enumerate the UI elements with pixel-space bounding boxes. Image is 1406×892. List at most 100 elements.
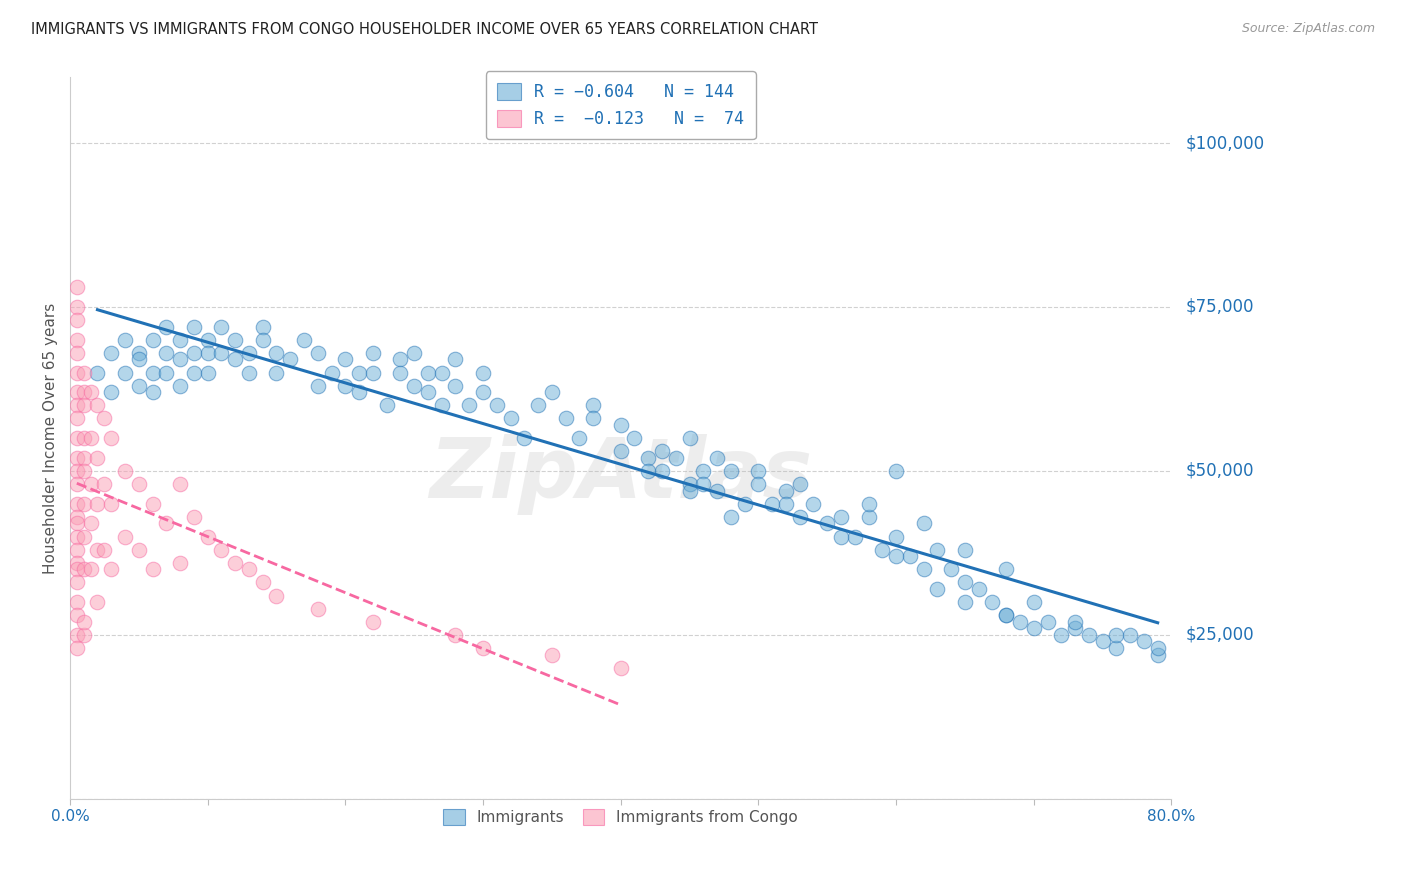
Point xyxy=(609,417,631,432)
Point xyxy=(73,464,96,478)
Point xyxy=(128,346,150,360)
Point xyxy=(141,385,163,400)
Point xyxy=(93,477,115,491)
Point xyxy=(472,366,495,380)
Point xyxy=(66,542,89,557)
Point xyxy=(252,575,274,590)
Point xyxy=(238,562,260,576)
Point xyxy=(995,608,1018,623)
Point xyxy=(430,366,453,380)
Point xyxy=(209,346,232,360)
Point xyxy=(100,562,122,576)
Point xyxy=(209,319,232,334)
Point xyxy=(114,333,136,347)
Point xyxy=(66,398,89,412)
Point xyxy=(404,346,426,360)
Point xyxy=(720,509,742,524)
Point xyxy=(404,378,426,392)
Point xyxy=(678,483,700,498)
Point xyxy=(321,366,343,380)
Point xyxy=(292,333,315,347)
Point xyxy=(66,562,89,576)
Point xyxy=(898,549,921,564)
Point xyxy=(73,385,96,400)
Point xyxy=(472,385,495,400)
Point xyxy=(66,556,89,570)
Point xyxy=(197,346,219,360)
Point xyxy=(66,366,89,380)
Point xyxy=(830,509,852,524)
Point xyxy=(66,628,89,642)
Point xyxy=(141,497,163,511)
Point xyxy=(86,497,108,511)
Point xyxy=(266,366,288,380)
Point xyxy=(678,431,700,445)
Point xyxy=(953,575,976,590)
Point xyxy=(1119,628,1142,642)
Point xyxy=(1064,615,1087,629)
Point xyxy=(912,562,935,576)
Point xyxy=(66,411,89,425)
Point xyxy=(582,398,605,412)
Point xyxy=(884,529,907,543)
Point xyxy=(266,346,288,360)
Point xyxy=(747,464,769,478)
Point xyxy=(609,661,631,675)
Legend: Immigrants, Immigrants from Congo: Immigrants, Immigrants from Congo xyxy=(434,800,807,835)
Point xyxy=(66,640,89,655)
Point xyxy=(623,431,645,445)
Point xyxy=(86,542,108,557)
Point xyxy=(128,542,150,557)
Point xyxy=(775,497,797,511)
Point xyxy=(1077,628,1099,642)
Point xyxy=(66,431,89,445)
Point xyxy=(73,529,96,543)
Point xyxy=(1146,648,1168,662)
Point xyxy=(1105,640,1128,655)
Point xyxy=(389,366,412,380)
Point xyxy=(128,477,150,491)
Point xyxy=(720,464,742,478)
Point xyxy=(747,477,769,491)
Point xyxy=(361,366,384,380)
Point xyxy=(169,333,191,347)
Point xyxy=(416,366,439,380)
Point xyxy=(66,280,89,294)
Point xyxy=(1105,628,1128,642)
Point xyxy=(169,477,191,491)
Point xyxy=(141,562,163,576)
Point xyxy=(734,497,756,511)
Point xyxy=(183,319,205,334)
Point xyxy=(79,477,101,491)
Text: ZipAtlas: ZipAtlas xyxy=(429,434,813,515)
Point xyxy=(86,595,108,609)
Text: $75,000: $75,000 xyxy=(1185,298,1254,316)
Point xyxy=(155,366,177,380)
Point xyxy=(1146,640,1168,655)
Point xyxy=(238,346,260,360)
Point xyxy=(444,628,467,642)
Point xyxy=(513,431,536,445)
Point xyxy=(73,497,96,511)
Point xyxy=(692,464,714,478)
Point xyxy=(389,352,412,367)
Point xyxy=(307,346,329,360)
Point xyxy=(66,497,89,511)
Point xyxy=(266,589,288,603)
Point xyxy=(995,562,1018,576)
Point xyxy=(224,333,246,347)
Point xyxy=(183,346,205,360)
Point xyxy=(858,509,880,524)
Point xyxy=(953,542,976,557)
Point xyxy=(692,477,714,491)
Point xyxy=(79,516,101,531)
Point xyxy=(789,477,811,491)
Point xyxy=(66,313,89,327)
Point xyxy=(803,497,825,511)
Point xyxy=(224,352,246,367)
Text: $50,000: $50,000 xyxy=(1185,462,1254,480)
Point xyxy=(375,398,398,412)
Point xyxy=(114,464,136,478)
Point xyxy=(66,608,89,623)
Point xyxy=(73,615,96,629)
